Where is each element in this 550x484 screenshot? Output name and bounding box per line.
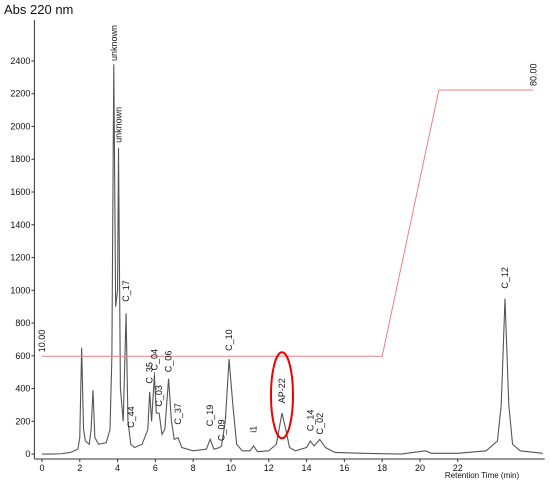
value-label: 10.00	[37, 330, 47, 353]
y-tick-label: 400	[15, 384, 30, 394]
x-axis-title: Retention Time (min)	[445, 471, 520, 480]
y-tick-label: 2200	[10, 89, 30, 99]
x-tick-label: 8	[191, 463, 196, 473]
y-tick-label: 600	[15, 351, 30, 361]
x-tick-label: 2	[77, 463, 82, 473]
y-tick-label: 1200	[10, 253, 30, 263]
value-label: 80.00	[528, 63, 538, 86]
peak-label: i1	[249, 426, 259, 433]
x-tick-label: 6	[153, 463, 158, 473]
peak-label: C_35	[145, 362, 155, 384]
peak-label: C_02	[315, 413, 325, 435]
y-tick-label: 0	[25, 449, 30, 459]
y-tick-label: 1600	[10, 187, 30, 197]
y-tick-label: 1400	[10, 220, 30, 230]
x-tick-label: 4	[115, 463, 120, 473]
peak-label: C_10	[224, 329, 234, 351]
x-tick-label: 22	[453, 463, 463, 473]
peak-label: unknown	[114, 107, 124, 143]
y-tick-label: 800	[15, 318, 30, 328]
series-line	[41, 89, 534, 357]
peak-label: C_17	[121, 280, 131, 302]
peak-label: C_06	[164, 351, 174, 373]
peak-label: C_03	[154, 385, 164, 407]
x-tick-label: 16	[339, 463, 349, 473]
peak-label: C_04	[149, 349, 159, 371]
y-axis-title: Abs 220 nm	[4, 2, 73, 17]
x-tick-label: 12	[264, 463, 274, 473]
y-tick-label: 200	[15, 416, 30, 426]
x-tick-label: 0	[39, 463, 44, 473]
x-tick-label: 10	[226, 463, 236, 473]
highlight-ellipse	[269, 351, 294, 440]
peak-label: unknown	[109, 25, 119, 61]
y-tick-label: 2400	[10, 56, 30, 66]
peak-label: C_09	[217, 419, 227, 441]
x-tick-label: 20	[415, 463, 425, 473]
peak-label: C_37	[173, 403, 183, 425]
series-line	[41, 64, 543, 455]
peak-label: C_44	[126, 406, 136, 428]
y-tick-label: 2000	[10, 121, 30, 131]
peak-label: C_19	[205, 405, 215, 427]
peak-label: C_14	[305, 410, 315, 432]
y-tick-label: 1800	[10, 154, 30, 164]
peak-label: C_12	[500, 267, 510, 289]
x-tick-label: 14	[302, 463, 312, 473]
x-tick-label: 18	[377, 463, 387, 473]
peak-label: AP-22	[277, 378, 287, 403]
y-tick-label: 1000	[10, 285, 30, 295]
